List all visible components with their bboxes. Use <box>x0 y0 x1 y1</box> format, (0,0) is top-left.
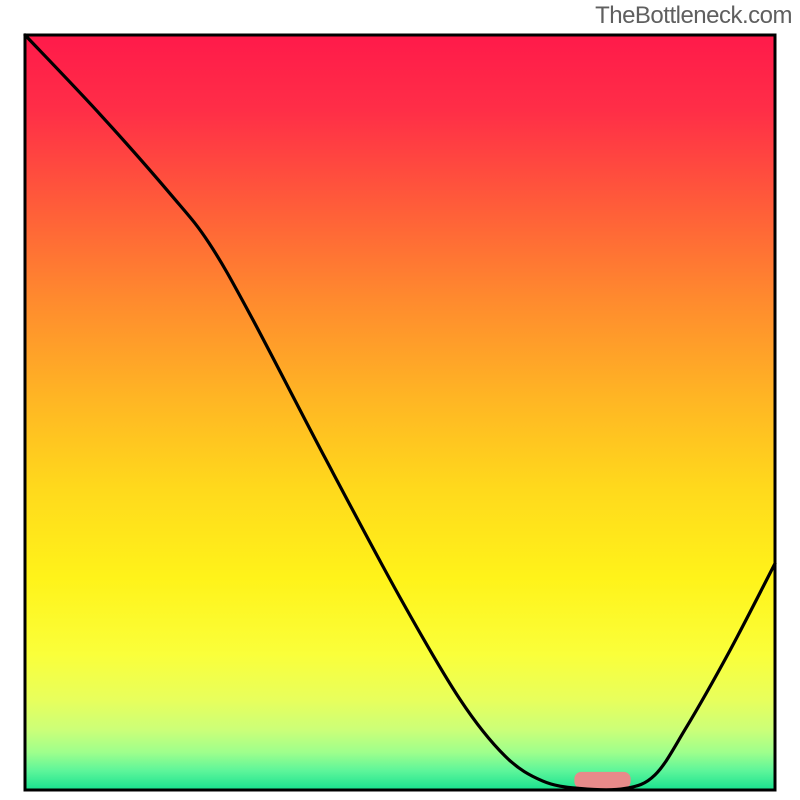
bottleneck-chart <box>0 0 800 800</box>
chart-background-gradient <box>25 35 775 790</box>
watermark-text: TheBottleneck.com <box>595 2 792 30</box>
optimal-range-marker <box>574 772 630 789</box>
chart-container: TheBottleneck.com <box>0 0 800 800</box>
